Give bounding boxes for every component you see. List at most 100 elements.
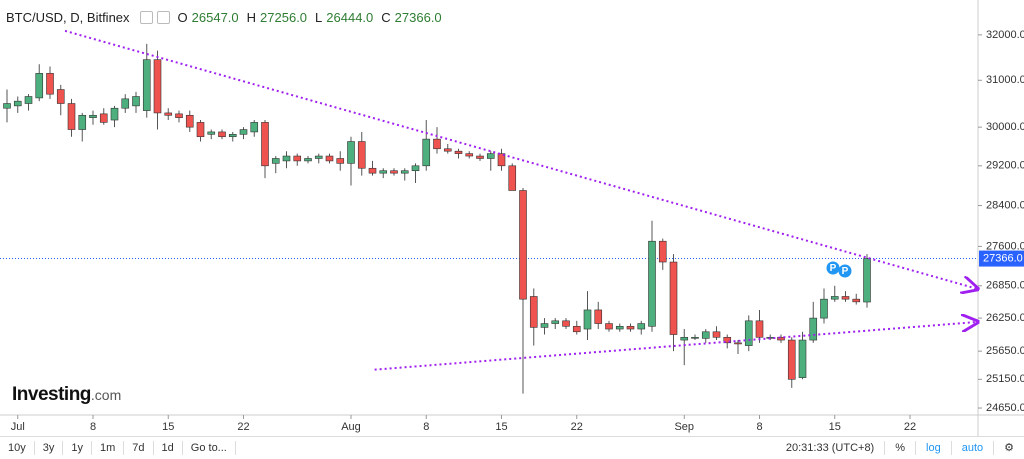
legend-header: BTC/USD, D, Bitfinex O 26547.0 H 27256.0 L…	[6, 10, 442, 25]
range-button[interactable]: 1y	[63, 441, 92, 455]
trendline	[374, 322, 978, 371]
candle-body	[164, 112, 173, 116]
candle-body	[583, 309, 592, 330]
percent-toggle[interactable]: %	[884, 441, 915, 455]
x-tick-label: 22	[237, 421, 249, 433]
candle-body	[304, 158, 312, 162]
candle-body	[121, 98, 130, 109]
candle-body	[443, 148, 452, 152]
candle-body	[809, 317, 818, 341]
candle-body	[325, 155, 334, 162]
candle-body	[218, 131, 226, 138]
trendline	[64, 29, 978, 289]
range-button[interactable]: 1d	[154, 441, 183, 455]
candle-body	[228, 134, 237, 138]
candle-body	[13, 100, 22, 107]
candle-body	[357, 141, 366, 169]
candle-body	[185, 114, 194, 128]
logo: Investing.com	[12, 384, 121, 406]
y-tick-label: 28400.0	[986, 199, 1024, 211]
candle-body	[529, 296, 538, 328]
symbol: BTC/USD, D, Bitfinex	[6, 10, 130, 25]
ohlc-key: C	[381, 10, 391, 25]
candle-body	[744, 320, 753, 346]
y-tick-label: 25650.0	[986, 345, 1024, 357]
ohlc-key: H	[246, 10, 257, 25]
ohlc-value: 27366.0	[394, 10, 442, 25]
x-tick-label: 15	[829, 421, 841, 433]
candle-body	[594, 309, 603, 324]
candle-body	[615, 325, 624, 330]
ohlc-value: 26547.0	[191, 10, 239, 25]
clock: 20:31:33 (UTC+8)	[785, 442, 875, 454]
candle-body	[46, 73, 54, 95]
x-tick-label: 8	[756, 421, 762, 433]
candle-body	[336, 158, 345, 164]
candle-body	[841, 296, 850, 300]
candle-body	[379, 170, 388, 174]
candle-body	[89, 114, 97, 118]
candle-body	[153, 59, 162, 114]
candle-body	[142, 59, 151, 111]
candle-body	[540, 323, 549, 328]
candle-body	[691, 336, 699, 339]
range-button[interactable]: 7d	[124, 441, 154, 455]
candle-body	[454, 150, 463, 154]
candle-body	[400, 170, 409, 174]
candle-body	[465, 153, 474, 157]
candle-body	[175, 113, 183, 118]
goto-button[interactable]: Go to...	[183, 441, 236, 455]
y-tick-label: 30000.0	[986, 121, 1024, 133]
candle-body	[35, 73, 44, 99]
candle-body	[787, 339, 796, 380]
icon[interactable]	[139, 11, 153, 24]
candle-body	[852, 298, 861, 303]
candle-body	[196, 122, 205, 138]
ohlc-key: O	[177, 10, 188, 25]
ohlc-key: L	[315, 10, 323, 25]
candle-body	[250, 122, 259, 133]
range-button[interactable]: 1m	[92, 441, 125, 455]
y-tick-label: 31000.0	[986, 74, 1024, 86]
logo-suffix: .com	[90, 387, 122, 403]
candle-body	[67, 103, 76, 130]
candle-body	[551, 320, 560, 324]
candle-body	[314, 155, 323, 159]
icon[interactable]	[156, 11, 170, 24]
range-button[interactable]: 3y	[35, 441, 64, 455]
candle-body	[24, 96, 33, 104]
chart: 32000.0 31000.0 30000.0 29200.0 28400.0 27600…	[0, 0, 1024, 436]
candle-body	[368, 167, 377, 174]
candle-body	[626, 325, 635, 330]
candle-body	[723, 336, 732, 344]
auto-toggle[interactable]: auto	[950, 441, 993, 455]
candle-body	[863, 258, 871, 303]
candle-body	[390, 170, 398, 174]
candle-body	[648, 240, 656, 327]
candle-body	[99, 113, 108, 123]
x-tick-label: Sep	[674, 421, 694, 433]
candle-body	[508, 165, 517, 191]
log-toggle[interactable]: log	[915, 441, 951, 455]
last-price-label: 27366.0	[983, 252, 1023, 264]
y-tick-label: 29200.0	[986, 160, 1024, 172]
candle-body	[755, 320, 764, 338]
candle-body	[497, 153, 506, 167]
y-tick-label: 25150.0	[986, 373, 1024, 385]
settings-button[interactable]: ⚙	[993, 441, 1024, 455]
candle-body	[110, 107, 119, 121]
candle-body	[798, 339, 807, 378]
candle-body	[207, 131, 216, 135]
event-marker	[838, 264, 852, 278]
candle-body	[239, 129, 248, 135]
y-tick-label: 26250.0	[986, 312, 1024, 324]
candle-body	[572, 325, 581, 333]
y-tick-label: 24650.0	[986, 402, 1024, 414]
candle-body	[293, 155, 302, 162]
candle-body	[830, 296, 839, 300]
event-marker-label: P	[830, 263, 837, 274]
candle-body	[658, 240, 667, 263]
range-button[interactable]: 10y	[0, 441, 35, 455]
last-price-box	[979, 250, 1024, 267]
